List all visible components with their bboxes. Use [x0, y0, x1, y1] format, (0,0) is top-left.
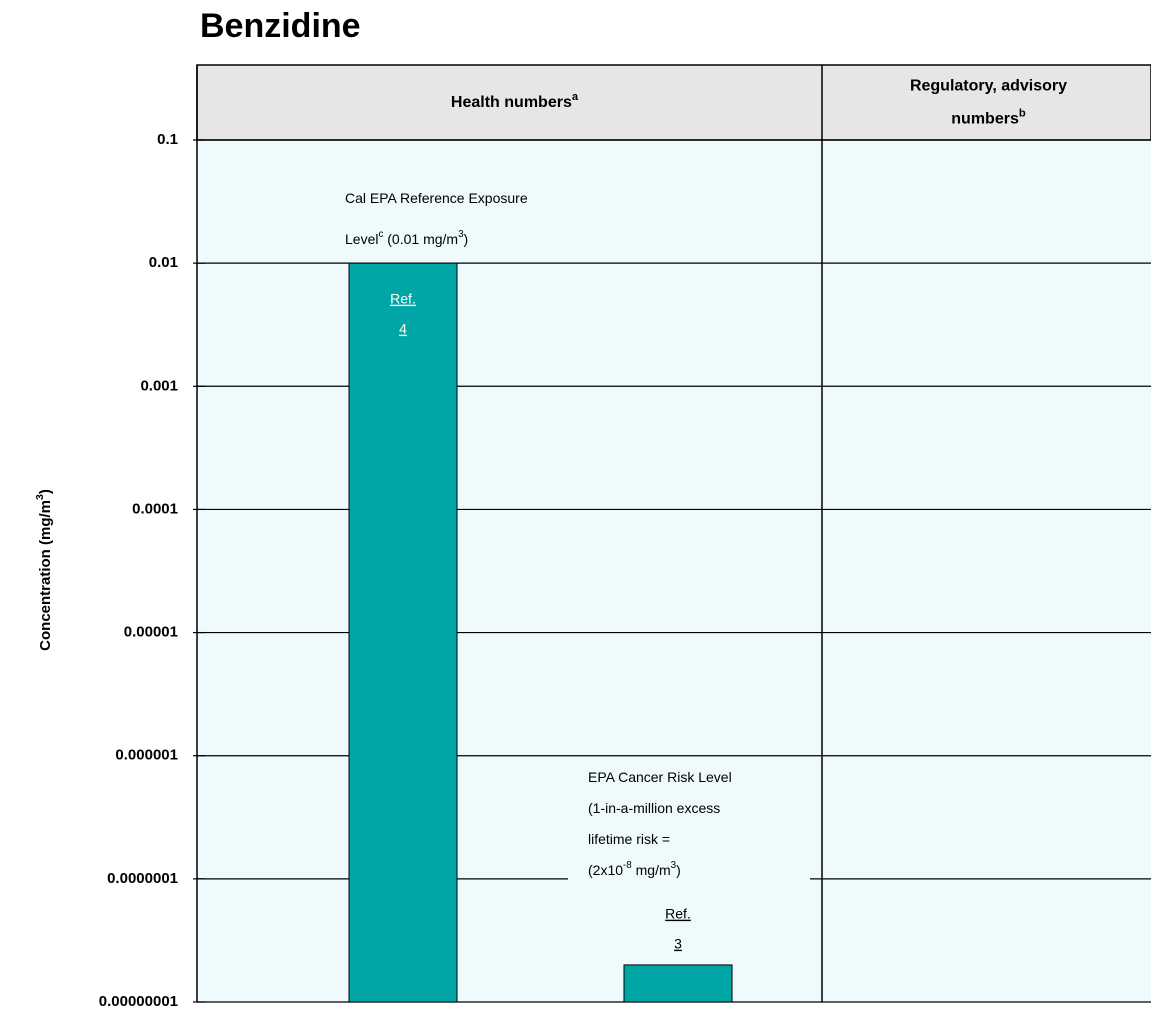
text-segment: EPA Cancer Risk Level	[588, 769, 732, 785]
text-segment: lifetime risk =	[588, 831, 670, 847]
text-segment: )	[464, 231, 469, 247]
text-segment: (1-in-a-million excess	[588, 800, 720, 816]
text-segment: (2x10	[588, 862, 623, 878]
annotation: lifetime risk =	[588, 831, 670, 847]
reference-link[interactable]: Ref.	[390, 291, 416, 307]
annotation: (2x10-8 mg/m3)	[588, 860, 681, 878]
y-tick-label: 0.0000001	[107, 870, 178, 887]
y-tick-label: 0.01	[149, 254, 178, 271]
text-segment: Level	[345, 231, 378, 247]
text-segment: Concentration (mg/m	[37, 500, 54, 651]
superscript: a	[572, 91, 579, 103]
y-tick-label: 0.1	[157, 131, 178, 148]
text-segment: Health numbers	[451, 94, 572, 111]
superscript: b	[1019, 107, 1026, 119]
bar	[348, 262, 458, 1003]
chart-title: Benzidine	[200, 7, 361, 45]
annotation: EPA Cancer Risk Level	[588, 769, 732, 785]
rich-text: Regulatory, advisory	[910, 78, 1067, 95]
annotation-background	[568, 762, 810, 885]
text-segment: Regulatory, advisory	[910, 78, 1067, 95]
y-tick-label: 0.001	[140, 377, 178, 394]
annotation: Levelc (0.01 mg/m3)	[345, 229, 468, 247]
y-tick-label: 0.00001	[124, 624, 178, 641]
rich-text: Health numbersa	[451, 91, 579, 111]
y-axis-label: Concentration (mg/m3)	[34, 489, 54, 651]
text-segment: (0.01 mg/m	[383, 231, 458, 247]
text-segment: )	[676, 862, 681, 878]
text-segment: Cal EPA Reference Exposure	[345, 190, 528, 206]
annotation: Cal EPA Reference Exposure	[345, 190, 528, 206]
text-segment: mg/m	[632, 862, 671, 878]
superscript: 3	[671, 860, 677, 871]
reference-link[interactable]: 4	[399, 321, 407, 337]
y-tick-label: 0.0001	[132, 500, 178, 517]
y-tick-label: 0.00000001	[99, 993, 178, 1010]
reference-link[interactable]: Ref.	[665, 906, 691, 922]
superscript: c	[378, 229, 383, 240]
bar	[623, 964, 733, 1003]
text-segment: )	[37, 489, 54, 494]
y-tick-label: 0.000001	[115, 747, 178, 764]
reference-link[interactable]: 3	[674, 936, 682, 952]
text-segment: numbers	[951, 111, 1019, 128]
superscript: 3	[34, 494, 46, 500]
rich-text: numbersb	[951, 107, 1026, 127]
header-background	[196, 64, 1151, 141]
superscript: 3	[458, 229, 464, 240]
superscript: -8	[623, 860, 632, 871]
annotation: (1-in-a-million excess	[588, 800, 720, 816]
